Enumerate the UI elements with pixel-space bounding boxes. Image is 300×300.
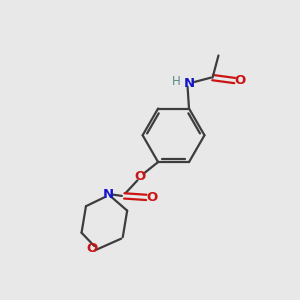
- Text: O: O: [146, 191, 157, 204]
- Text: O: O: [135, 170, 146, 183]
- Text: O: O: [234, 74, 246, 87]
- Text: N: N: [103, 188, 114, 201]
- Text: O: O: [86, 242, 98, 255]
- Text: N: N: [184, 77, 195, 90]
- Text: H: H: [172, 75, 181, 88]
